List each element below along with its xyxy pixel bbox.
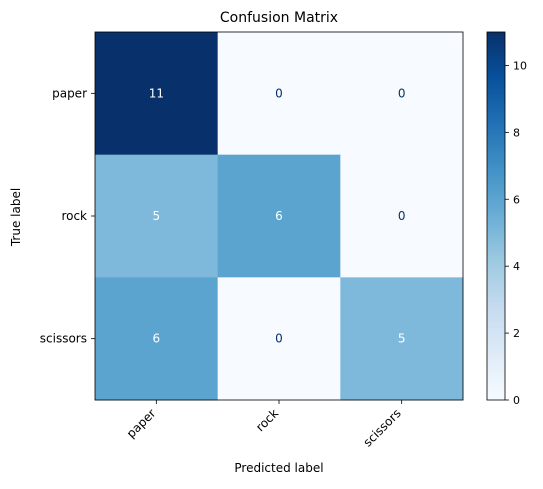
heatmap-cell-scissors-rock <box>217 277 341 401</box>
heatmap-cell-rock-scissors <box>340 154 464 278</box>
colorbar-tick-label: 0 <box>513 394 520 407</box>
colorbar-tick-label: 8 <box>513 126 520 139</box>
y-tick-label-paper: paper <box>52 86 87 100</box>
x-tick-label-rock: rock <box>253 406 281 434</box>
cell-value-label: 0 <box>398 86 406 100</box>
colorbar-tick-label: 6 <box>513 193 520 206</box>
y-tick-label-scissors: scissors <box>40 332 87 346</box>
y-axis-ticks: paper rock scissors <box>40 86 95 346</box>
colorbar-tick-label: 2 <box>513 327 520 340</box>
cell-value-label: 11 <box>149 86 164 100</box>
cell-value-label: 6 <box>275 209 283 223</box>
x-tick-label-scissors: scissors <box>360 406 403 449</box>
heatmap-cell-rock-rock <box>217 154 341 278</box>
cell-value-label: 6 <box>153 332 161 346</box>
x-axis-label: Predicted label <box>234 461 323 475</box>
y-axis-label: True label <box>9 188 23 247</box>
chart-title: Confusion Matrix <box>220 10 338 26</box>
y-tick-label-rock: rock <box>61 209 87 223</box>
heatmap-cells <box>95 32 464 401</box>
heatmap-cell-rock-paper <box>95 154 219 278</box>
x-tick-label-paper: paper <box>124 406 159 441</box>
colorbar-tick-label: 10 <box>513 59 527 72</box>
cell-value-label: 0 <box>275 86 283 100</box>
heatmap-cell-paper-paper <box>95 32 219 156</box>
heatmap-cell-scissors-scissors <box>340 277 464 401</box>
heatmap-cell-paper-rock <box>217 32 341 156</box>
colorbar-ticks: 0 2 4 6 8 10 <box>505 59 527 407</box>
heatmap-cell-labels: 11 0 0 5 6 0 6 0 5 <box>149 86 406 345</box>
heatmap-cell-scissors-paper <box>95 277 219 401</box>
cell-value-label: 5 <box>398 332 406 346</box>
cell-value-label: 0 <box>275 332 283 346</box>
heatmap-cell-paper-scissors <box>340 32 464 156</box>
cell-value-label: 5 <box>153 209 161 223</box>
colorbar <box>486 31 506 401</box>
colorbar-tick-label: 4 <box>513 260 520 273</box>
cell-value-label: 0 <box>398 209 406 223</box>
x-axis-ticks: paper rock scissors <box>124 400 404 450</box>
